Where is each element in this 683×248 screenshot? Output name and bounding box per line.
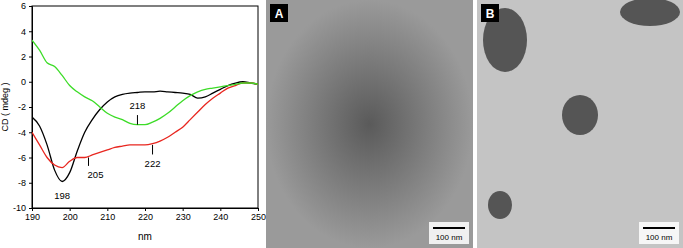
x-tick-mark [107, 208, 108, 211]
x-tick: 210 [100, 208, 115, 222]
x-axis-line [33, 209, 259, 212]
image-blob [562, 95, 598, 135]
x-tick: 200 [63, 208, 78, 222]
y-tick-mark [29, 183, 32, 184]
y-tick-mark [29, 57, 32, 58]
x-axis: 190 200 210 220 230 240 250 [25, 208, 266, 222]
y-tick-mark [29, 208, 32, 209]
x-tick: 250 [251, 208, 266, 222]
annotation-leader [152, 145, 153, 155]
x-tick-label: 250 [251, 212, 266, 222]
y-tick-mark [29, 82, 32, 83]
annotation: 222 [145, 158, 161, 169]
x-tick: 190 [25, 208, 40, 222]
x-tick-label: 200 [63, 212, 78, 222]
scale-bar-box [429, 222, 469, 244]
panel-label: A [275, 7, 284, 21]
y-axis-title: CD ( mdeg ) [0, 82, 10, 131]
x-tick-label: 220 [138, 212, 153, 222]
panel-label-box [270, 4, 288, 22]
figure: 190 200 210 220 230 240 250 -10 -8 -6 -4 -2 0 2 4 6 nm CD… [0, 0, 683, 248]
scale-bar-label: 100 nm [646, 233, 673, 242]
y-tick: -10 [13, 203, 32, 213]
image-blob [488, 191, 512, 219]
series-line [32, 82, 258, 182]
y-tick: 6 [21, 1, 32, 11]
y-tick-label: -8 [18, 178, 26, 188]
y-tick-label: -10 [13, 203, 26, 213]
annotation: 205 [88, 169, 104, 180]
micrograph: A 100 nm [266, 0, 473, 248]
y-tick: 2 [21, 52, 32, 62]
y-tick: 4 [21, 27, 32, 37]
y-tick-mark [29, 6, 32, 7]
y-tick-mark [29, 107, 32, 108]
y-tick-mark [29, 132, 32, 133]
y-tick: -8 [18, 178, 32, 188]
y-tick-label: 0 [21, 77, 26, 87]
x-tick-label: 210 [100, 212, 115, 222]
x-tick-mark [145, 208, 146, 211]
scale-bar-box [639, 222, 679, 244]
image-blob [620, 0, 680, 26]
y-tick-label: -6 [18, 153, 26, 163]
y-axis: -10 -8 -6 -4 -2 0 2 4 6 [13, 1, 33, 213]
x-tick-mark [258, 208, 259, 211]
y-tick-label: -4 [18, 128, 26, 138]
series-line [32, 40, 258, 125]
x-tick-label: 240 [213, 212, 228, 222]
x-axis-title: nm [138, 231, 152, 242]
plot-area [32, 40, 258, 181]
x-tick-label: 190 [25, 212, 40, 222]
y-tick-mark [29, 158, 32, 159]
y-tick: -2 [18, 102, 32, 112]
y-tick-label: 6 [21, 1, 26, 11]
image-panel [266, 0, 473, 248]
x-tick: 220 [138, 208, 153, 222]
y-tick: -6 [18, 153, 32, 163]
y-tick-label: 4 [21, 27, 26, 37]
annotation-leader [88, 158, 89, 166]
x-tick-mark [183, 208, 184, 211]
plot-frame [32, 6, 258, 208]
scale-bar-label: 100 nm [436, 233, 463, 242]
y-tick-label: 2 [21, 52, 26, 62]
x-tick-label: 230 [176, 212, 191, 222]
y-tick-mark [29, 31, 32, 32]
scale-bar [643, 227, 675, 229]
annotation-leader [137, 115, 138, 125]
image-panel [477, 0, 683, 248]
y-tick: 0 [21, 77, 32, 87]
x-tick: 240 [213, 208, 228, 222]
scale-bar [433, 227, 465, 229]
image-blob [483, 8, 527, 72]
x-tick-mark [70, 208, 71, 211]
annotation: 198 [54, 190, 70, 201]
x-tick-mark [220, 208, 221, 211]
annotation: 218 [130, 100, 146, 111]
x-tick: 230 [176, 208, 191, 222]
y-tick: -4 [18, 128, 32, 138]
panel-label: B [486, 7, 495, 21]
y-axis-line [29, 7, 33, 209]
panel-label-box [481, 4, 499, 22]
y-tick-label: -2 [18, 102, 26, 112]
micrograph: B 100 nm [477, 0, 683, 248]
